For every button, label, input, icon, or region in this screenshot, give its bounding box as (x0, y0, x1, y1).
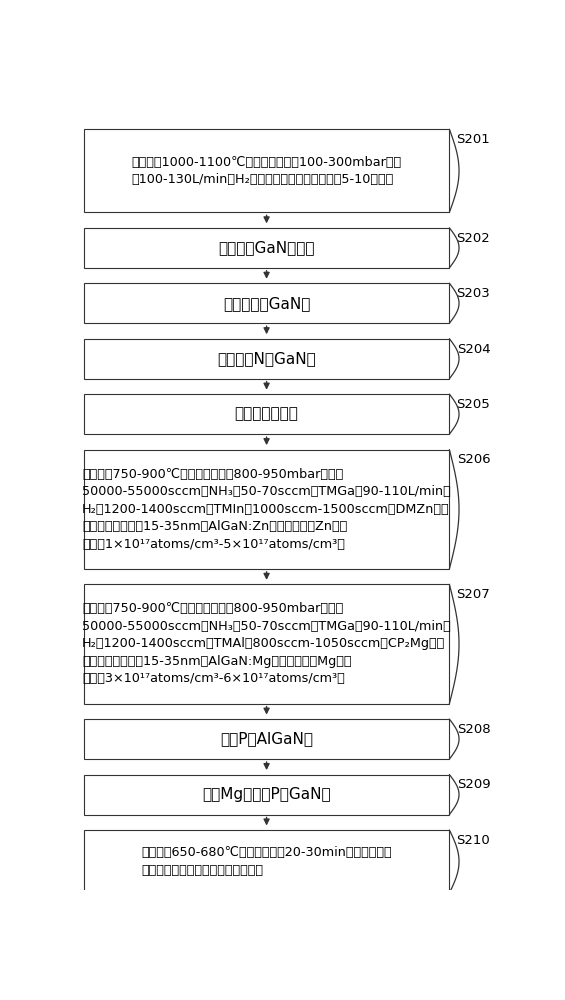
Text: S204: S204 (457, 343, 490, 356)
Text: S201: S201 (457, 133, 490, 146)
FancyBboxPatch shape (84, 584, 449, 704)
Text: 在温度为750-900℃，反应腔压力为800-950mbar，通入
50000-55000sccm的NH₃、50-70sccm的TMGa、90-110L/min: 在温度为750-900℃，反应腔压力为800-950mbar，通入 50000-… (82, 602, 451, 685)
FancyBboxPatch shape (84, 394, 449, 434)
Text: 在温度为750-900℃，反应腔压力为800-950mbar，通入
50000-55000sccm的NH₃、50-70sccm的TMGa、90-110L/min: 在温度为750-900℃，反应腔压力为800-950mbar，通入 50000-… (82, 468, 451, 551)
FancyBboxPatch shape (84, 719, 449, 759)
Text: 生长第一N型GaN层: 生长第一N型GaN层 (217, 351, 316, 366)
Text: 在温度为1000-1100℃，反应腔压力为100-300mbar，通
入100-130L/min的H₂的条件下，处理蓝宝石衬底5-10分钟。: 在温度为1000-1100℃，反应腔压力为100-300mbar，通 入100-… (132, 156, 402, 186)
FancyBboxPatch shape (84, 228, 449, 268)
FancyBboxPatch shape (84, 450, 449, 569)
Text: S207: S207 (457, 588, 490, 601)
Text: S203: S203 (457, 287, 490, 300)
FancyBboxPatch shape (84, 830, 449, 893)
Text: 生长非掺杂GaN层: 生长非掺杂GaN层 (223, 296, 310, 311)
Text: S209: S209 (457, 778, 490, 791)
FancyBboxPatch shape (84, 339, 449, 379)
Text: 生长P型AlGaN层: 生长P型AlGaN层 (220, 732, 313, 747)
Text: S208: S208 (457, 723, 490, 736)
FancyBboxPatch shape (84, 129, 449, 212)
Text: 在温度为650-680℃的条件下保温20-30min，接着关闭加
热系统、关闭给气系统，随炉冷却。: 在温度为650-680℃的条件下保温20-30min，接着关闭加 热系统、关闭给… (141, 846, 392, 877)
Text: S206: S206 (457, 453, 490, 466)
Text: S205: S205 (457, 398, 490, 411)
FancyBboxPatch shape (84, 283, 449, 323)
FancyBboxPatch shape (84, 775, 449, 815)
Text: 生长多量子阱层: 生长多量子阱层 (234, 407, 298, 422)
Text: S202: S202 (457, 232, 490, 245)
Text: 生长低温GaN缓冲层: 生长低温GaN缓冲层 (218, 240, 315, 255)
Text: S210: S210 (457, 834, 490, 847)
Text: 生长Mg掺杂的P型GaN层: 生长Mg掺杂的P型GaN层 (202, 787, 331, 802)
